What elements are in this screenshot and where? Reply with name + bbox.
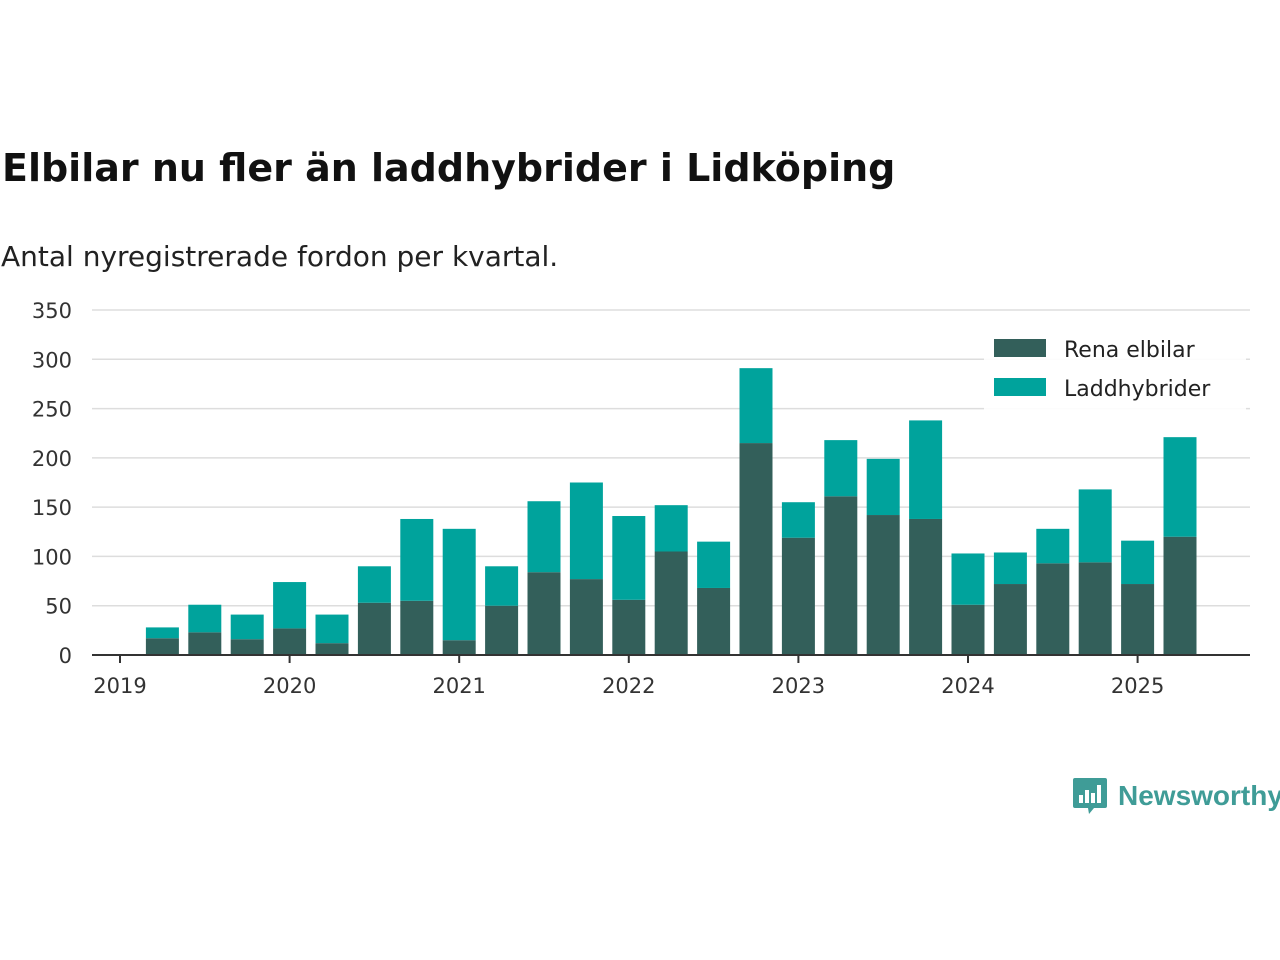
bar-laddhybrider: [612, 516, 646, 600]
bar-rena-elbilar: [485, 605, 519, 655]
bar-rena-elbilar: [1036, 563, 1070, 655]
x-tick-label: 2019: [93, 674, 146, 698]
bar-rena-elbilar: [230, 639, 264, 655]
bar-laddhybrider: [1078, 489, 1112, 563]
bars: [145, 368, 1197, 655]
x-tick-label: 2020: [263, 674, 316, 698]
y-tick-label: 50: [45, 595, 72, 619]
bar-laddhybrider: [145, 627, 179, 639]
bar-rena-elbilar: [739, 443, 773, 655]
bar-laddhybrider: [824, 440, 858, 497]
legend-swatch: [994, 339, 1046, 357]
bar-rena-elbilar: [569, 579, 603, 655]
x-tick-label: 2021: [432, 674, 485, 698]
bar-laddhybrider: [442, 528, 476, 641]
y-axis-ticks: 0 50 100 150 200 250 300 350: [32, 299, 72, 668]
bar-rena-elbilar: [654, 551, 688, 655]
bar-laddhybrider: [315, 614, 349, 644]
x-axis: 2019 2020 2021 2022 2023 2024 2025: [92, 654, 1250, 698]
chart-title: Elbilar nu fler än laddhybrider i Lidköp…: [2, 146, 896, 190]
y-tick-label: 350: [32, 299, 72, 323]
bar-laddhybrider: [654, 505, 688, 552]
y-tick-label: 300: [32, 348, 72, 372]
bar-laddhybrider: [866, 458, 900, 516]
bar-rena-elbilar: [400, 600, 434, 655]
bar-laddhybrider: [400, 518, 434, 601]
chart-subtitle: Antal nyregistrerade fordon per kvartal.: [1, 240, 559, 273]
bar-rena-elbilar: [273, 628, 307, 655]
bar-laddhybrider: [569, 482, 603, 580]
bar-laddhybrider: [1163, 437, 1197, 537]
bar-laddhybrider: [527, 501, 561, 573]
bar-rena-elbilar: [442, 640, 476, 655]
bar-laddhybrider: [1036, 528, 1070, 564]
y-tick-label: 250: [32, 398, 72, 422]
newsworthy-logo-icon: [1073, 778, 1107, 814]
y-tick-label: 0: [59, 644, 72, 668]
bar-rena-elbilar: [612, 599, 646, 655]
bar-rena-elbilar: [145, 638, 179, 655]
bar-rena-elbilar: [1121, 584, 1155, 655]
legend-swatch: [994, 378, 1046, 396]
bar-rena-elbilar: [951, 604, 985, 655]
y-tick-label: 200: [32, 447, 72, 471]
bar-laddhybrider: [1121, 540, 1155, 585]
legend-label: Rena elbilar: [1064, 338, 1196, 363]
y-tick-label: 100: [32, 545, 72, 569]
brand-name: Newsworthy: [1118, 780, 1280, 811]
bar-rena-elbilar: [527, 572, 561, 655]
bar-laddhybrider: [909, 420, 943, 519]
x-tick-label: 2023: [772, 674, 825, 698]
bar-laddhybrider: [951, 553, 985, 605]
bar-rena-elbilar: [1078, 562, 1112, 655]
bar-rena-elbilar: [824, 496, 858, 655]
newsworthy-logo: Newsworthy: [1072, 776, 1280, 816]
bar-laddhybrider: [485, 566, 519, 606]
bar-rena-elbilar: [1163, 536, 1197, 655]
x-tick-label: 2022: [602, 674, 655, 698]
y-tick-label: 150: [32, 496, 72, 520]
legend-label: Laddhybrider: [1064, 377, 1211, 402]
bar-laddhybrider: [739, 368, 773, 444]
bar-rena-elbilar: [357, 602, 391, 655]
bar-rena-elbilar: [909, 518, 943, 655]
x-tick-label: 2025: [1111, 674, 1164, 698]
bar-rena-elbilar: [315, 643, 349, 655]
bar-rena-elbilar: [697, 587, 731, 655]
bar-laddhybrider: [993, 552, 1027, 585]
bar-laddhybrider: [697, 541, 731, 588]
bar-rena-elbilar: [781, 537, 815, 655]
bar-rena-elbilar: [866, 515, 900, 655]
bar-laddhybrider: [357, 566, 391, 603]
x-tick-label: 2024: [941, 674, 994, 698]
bar-laddhybrider: [781, 502, 815, 538]
bar-laddhybrider: [188, 604, 222, 633]
legend: Rena elbilar Laddhybrider: [984, 326, 1246, 410]
bar-rena-elbilar: [993, 584, 1027, 655]
bar-rena-elbilar: [188, 632, 222, 655]
bar-laddhybrider: [230, 614, 264, 640]
bar-laddhybrider: [273, 582, 307, 629]
